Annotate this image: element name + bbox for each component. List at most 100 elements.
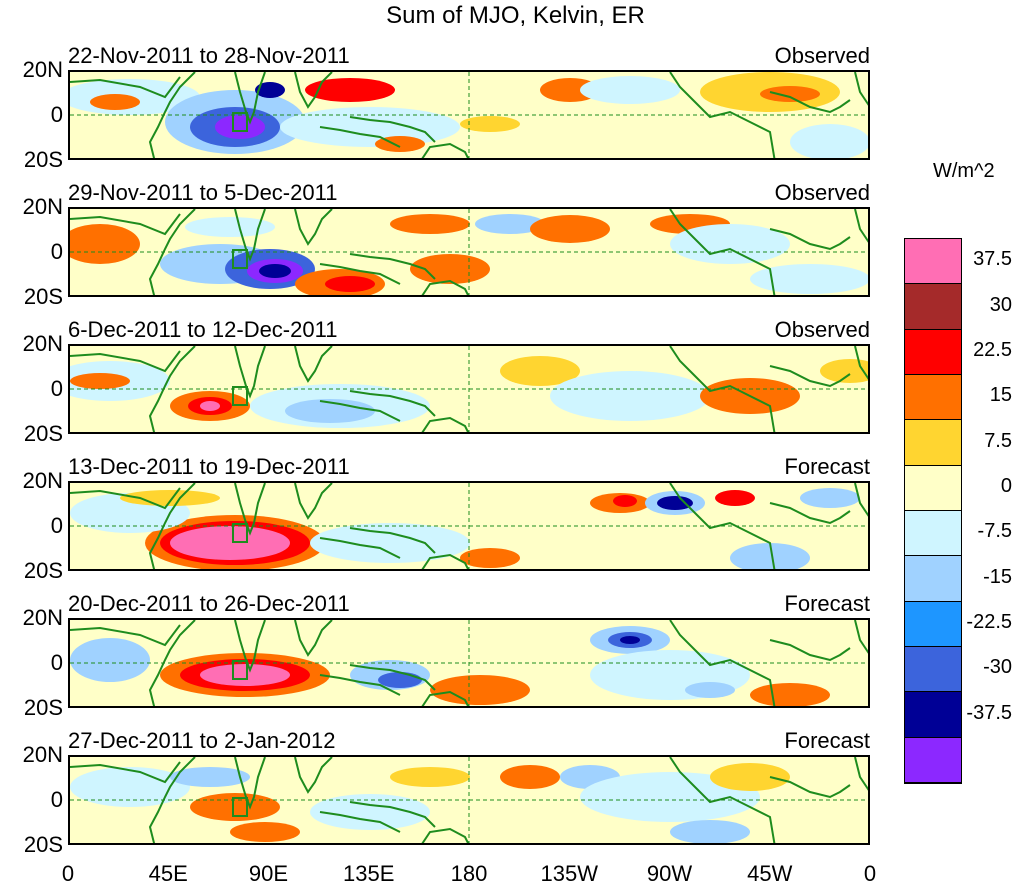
colorbar-units: W/m^2: [933, 160, 995, 182]
longitude-label: 90W: [646, 861, 693, 886]
panel-date-label: 29-Nov-2011 to 5-Dec-2011: [68, 180, 338, 205]
coastline: [349, 664, 436, 691]
anomaly-contour: [580, 76, 680, 104]
colorbar-tick-label: -15: [983, 565, 1012, 588]
colorbar-segment: [905, 737, 961, 783]
anomaly-map: [70, 483, 868, 569]
coastline: [148, 72, 196, 158]
anomaly-contour: [170, 767, 250, 787]
anomaly-contour: [390, 214, 470, 234]
anomaly-contour: [310, 523, 470, 563]
colorbar-segment: [905, 420, 961, 466]
coastline: [669, 620, 776, 706]
colorbar-tick-label: 22.5: [973, 339, 1012, 361]
coastline: [669, 757, 776, 843]
coastline: [669, 483, 776, 569]
anomaly-contour: [500, 356, 580, 386]
coastline: [769, 91, 851, 114]
coastline: [669, 209, 776, 295]
panel-kind-label: Observed: [774, 43, 870, 68]
colorbar-segment: [905, 601, 961, 647]
anomaly-contour: [685, 682, 735, 698]
coastline: [769, 639, 851, 662]
colorbar-segment: [905, 239, 961, 285]
anomaly-contour: [800, 488, 860, 508]
coastline: [769, 776, 851, 799]
coastline: [294, 346, 333, 383]
latitude-label: 20N: [22, 194, 63, 219]
coastline: [421, 279, 470, 295]
coastline: [148, 757, 196, 843]
anomaly-contour: [185, 217, 275, 237]
colorbar-segment: [905, 692, 961, 738]
coastline: [421, 416, 470, 432]
coastline: [70, 213, 181, 236]
panel-date-label: 27-Dec-2011 to 2-Jan-2012: [68, 728, 336, 753]
coastline: [769, 365, 851, 388]
coastline: [854, 346, 868, 380]
colorbar-segment: [905, 329, 961, 375]
anomaly-contour: [715, 490, 755, 506]
longitude-label: 90E: [248, 861, 289, 886]
anomaly-map: [70, 757, 868, 843]
longitude-label: 180: [450, 861, 488, 886]
latitude-label: 20N: [22, 331, 63, 356]
latitude-label: 20N: [22, 742, 63, 767]
latitude-label: 20S: [23, 421, 63, 446]
latitude-label: 20S: [23, 147, 63, 172]
colorbar-segment: [905, 284, 961, 330]
colorbar-tick-label: -22.5: [966, 611, 1012, 633]
anomaly-contour: [670, 820, 750, 843]
coastline: [319, 537, 401, 559]
coastline: [294, 72, 333, 109]
coastline: [234, 72, 266, 125]
coastline: [854, 483, 868, 517]
coastline: [148, 346, 196, 432]
anomaly-contour: [657, 496, 693, 510]
anomaly-contour: [760, 86, 820, 102]
coastline: [319, 126, 401, 148]
panel-kind-label: Observed: [774, 180, 870, 205]
latitude-label: 20N: [22, 605, 63, 630]
coastline: [294, 209, 333, 246]
coastline: [234, 620, 266, 673]
anomaly-contour: [820, 359, 868, 383]
anomaly-contour: [730, 543, 810, 569]
anomaly-contour: [170, 526, 290, 560]
coastline: [349, 801, 436, 828]
colorbar-tick-label: 7.5: [984, 429, 1012, 452]
coastline: [70, 76, 181, 99]
latitude-label: 20N: [22, 468, 63, 493]
latitude-label: 20S: [23, 695, 63, 720]
region-box: [232, 249, 248, 269]
latitude-label: 0: [50, 787, 63, 812]
coastline: [854, 72, 868, 106]
coastline: [349, 116, 436, 143]
coastline: [349, 527, 436, 554]
anomaly-contour: [390, 767, 470, 787]
colorbar-tick-label: -37.5: [966, 701, 1012, 724]
map-panel: [68, 70, 870, 160]
anomaly-contour: [670, 224, 790, 264]
map-panel: [68, 618, 870, 708]
colorbar-segment: [905, 510, 961, 557]
colorbar-tick-label: 15: [989, 384, 1012, 407]
anomaly-contour: [750, 683, 830, 706]
anomaly-contour: [750, 264, 868, 294]
latitude-label: 0: [50, 650, 63, 675]
panel-kind-label: Forecast: [784, 454, 870, 479]
coastline: [294, 620, 333, 657]
region-box: [232, 523, 248, 543]
colorbar-tick-label: -7.5: [977, 520, 1012, 543]
colorbar-tick-label: 37.5: [973, 248, 1012, 271]
anomaly-contour: [620, 636, 640, 644]
anomaly-contour: [460, 116, 520, 132]
coastline: [70, 350, 181, 373]
anomaly-contour: [255, 82, 285, 98]
longitude-label: 45W: [747, 861, 793, 886]
map-panel: [68, 755, 870, 845]
coastline: [854, 757, 868, 791]
anomaly-contour: [613, 495, 637, 507]
anomaly-contour: [475, 214, 545, 234]
figure-title: Sum of MJO, Kelvin, ER: [386, 2, 645, 29]
